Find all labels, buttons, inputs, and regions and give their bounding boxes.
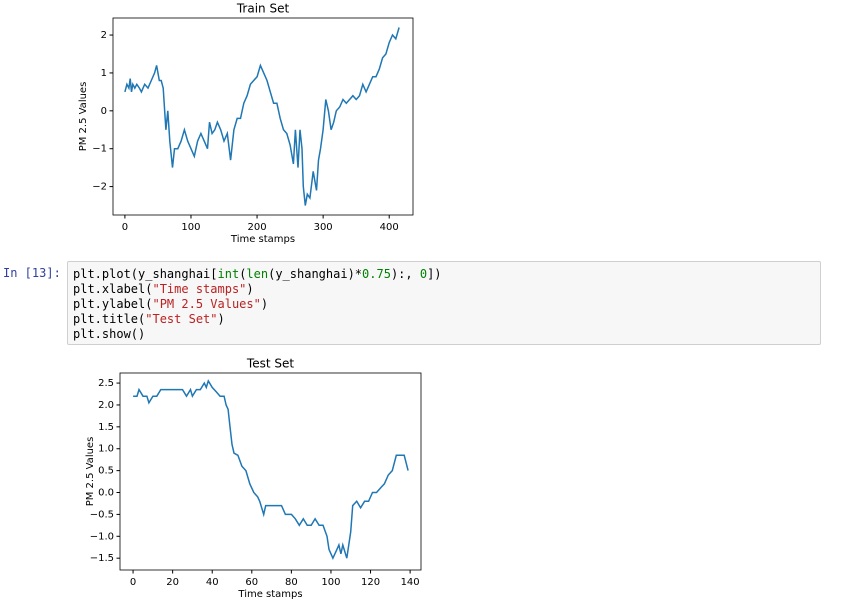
code-token: plt.show()	[73, 327, 146, 341]
code-token: plt.ylabel(	[73, 297, 153, 311]
chart-title: Train Set	[236, 2, 290, 16]
x-tick-label: 120	[361, 577, 380, 588]
x-tick-label: 100	[181, 222, 200, 233]
y-axis-label: PM 2.5 Values	[85, 437, 96, 507]
y-tick-label: 1.5	[98, 422, 114, 433]
data-line	[124, 27, 400, 206]
code-line: plt.show()	[73, 327, 815, 342]
code-token: )	[260, 297, 269, 311]
x-tick-label: 200	[248, 222, 267, 233]
code-token: "Test Set"	[145, 312, 218, 326]
code-token: "Time stamps"	[152, 282, 247, 296]
code-token: )	[246, 282, 254, 296]
y-tick-label: 2.0	[98, 400, 114, 411]
x-tick-label: 0	[130, 577, 136, 588]
code-cell[interactable]: plt.plot(y_shanghai[int(len(y_shanghai)*…	[67, 261, 821, 345]
x-tick-label: 20	[166, 577, 179, 588]
code-token: 0.75	[362, 267, 391, 281]
y-tick-label: 1.0	[98, 444, 114, 455]
code-token: (	[239, 267, 247, 281]
code-line: plt.title("Test Set")	[73, 312, 815, 327]
y-tick-label: 2.5	[98, 378, 114, 389]
plot-frame	[112, 17, 414, 216]
code-token: (y_shanghai)*	[268, 267, 363, 281]
x-tick-label: 400	[380, 222, 399, 233]
y-tick-label: 0	[101, 106, 107, 117]
code-token: plt.xlabel(	[73, 282, 153, 296]
x-tick-label: 100	[321, 577, 340, 588]
x-tick-label: 0	[122, 222, 128, 233]
code-line: plt.xlabel("Time stamps")	[73, 282, 815, 297]
y-tick-label: −2	[92, 182, 107, 193]
chart-title: Test Set	[246, 357, 294, 371]
y-tick-label: −1	[92, 144, 107, 155]
code-token: ])	[427, 267, 442, 281]
code-token: plt.plot(y_shanghai[	[73, 267, 218, 281]
y-tick-label: −1.0	[90, 531, 114, 542]
data-line	[133, 379, 409, 561]
code-token: ):,	[390, 267, 420, 281]
code-line: plt.ylabel("PM 2.5 Values")	[73, 297, 815, 312]
code-token: "PM 2.5 Values"	[152, 297, 261, 311]
y-tick-label: 2	[101, 30, 107, 41]
x-tick-label: 80	[285, 577, 298, 588]
y-tick-label: −1.5	[90, 553, 114, 564]
x-tick-label: 140	[401, 577, 420, 588]
code-token: int	[217, 267, 240, 281]
code-token: 0	[419, 267, 428, 281]
plot-frame	[119, 372, 422, 571]
x-axis-label: Time stamps	[230, 234, 295, 245]
y-tick-label: −0.5	[90, 509, 114, 520]
cell-prompt: In [13]:	[3, 266, 61, 280]
code-line: plt.plot(y_shanghai[int(len(y_shanghai)*…	[73, 267, 815, 282]
y-axis-label: PM 2.5 Values	[78, 82, 89, 152]
x-tick-label: 300	[314, 222, 333, 233]
code-token: plt.title(	[73, 312, 146, 326]
x-axis-label: Time stamps	[237, 589, 302, 600]
y-tick-label: 0.5	[98, 466, 114, 477]
y-tick-label: 0.0	[98, 488, 114, 499]
x-tick-label: 40	[206, 577, 219, 588]
y-tick-label: 1	[101, 68, 107, 79]
code-token: len	[246, 267, 269, 281]
x-tick-label: 60	[245, 577, 258, 588]
code-token: )	[217, 312, 225, 326]
